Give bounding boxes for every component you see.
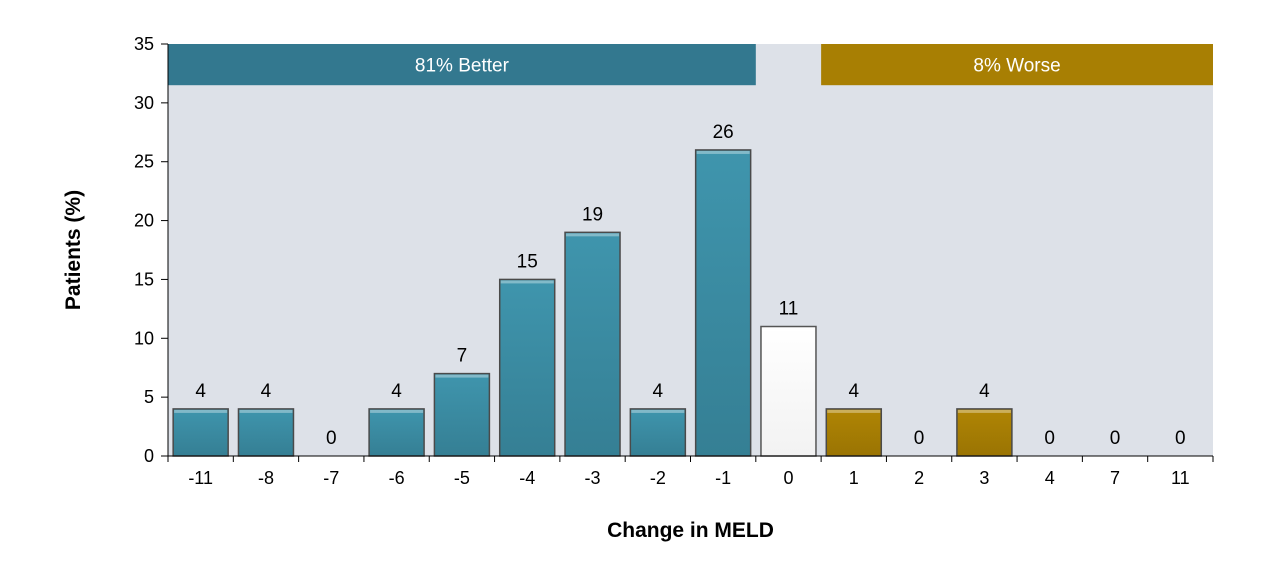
x-axis-title: Change in MELD [607, 519, 774, 542]
x-tick-label: 0 [783, 468, 793, 488]
data-label-7: 0 [1110, 428, 1121, 449]
data-label-3: 4 [979, 381, 990, 402]
banner-better [168, 44, 756, 86]
x-tick-label: 1 [849, 468, 859, 488]
bar-0 [760, 325, 817, 457]
x-tick-label: -6 [389, 468, 405, 488]
y-axis-title: Patients (%) [62, 190, 85, 310]
bar-highlight--4 [500, 280, 554, 284]
x-tick-label: -11 [188, 468, 213, 488]
y-tick-label: 0 [144, 446, 154, 466]
x-tick-label: 11 [1171, 468, 1190, 488]
y-ticks: 0 5 10 15 20 25 30 35 [134, 34, 168, 466]
data-label--11: 4 [195, 381, 206, 402]
data-label-11: 0 [1175, 428, 1186, 449]
x-tick-label: -5 [454, 468, 470, 488]
data-label--1: 26 [713, 122, 734, 143]
y-tick-label: 10 [134, 328, 154, 348]
y-tick-label: 5 [144, 387, 154, 407]
data-label--8: 4 [261, 381, 272, 402]
data-label--2: 4 [653, 381, 664, 402]
bar-highlight--8 [239, 409, 293, 413]
bar--1 [694, 149, 752, 457]
bar-3 [956, 408, 1013, 457]
bars-layer [172, 149, 1013, 457]
data-label-1: 4 [848, 381, 859, 402]
y-tick-label: 35 [134, 34, 154, 54]
bar--6 [368, 408, 425, 457]
x-tick-label: -8 [258, 468, 274, 488]
bar--2 [629, 408, 687, 457]
x-tick-label: 4 [1045, 468, 1055, 488]
x-tick-label: -7 [323, 468, 339, 488]
bar-highlight--2 [631, 409, 685, 413]
bar--4 [498, 278, 556, 457]
y-tick-label: 20 [134, 211, 154, 231]
x-tick-label: 2 [914, 468, 924, 488]
data-label-0: 11 [779, 299, 799, 320]
banner-worse-label: 8% Worse [973, 56, 1060, 77]
banner-layer: 81% Better 8% Worse [168, 44, 1213, 86]
bar-highlight--6 [370, 409, 424, 413]
bar-highlight-0 [761, 327, 815, 331]
bar--3 [564, 231, 621, 457]
bar-highlight-1 [827, 409, 881, 413]
y-tick-label: 30 [134, 93, 154, 113]
data-label--5: 7 [457, 346, 468, 367]
y-tick-label: 25 [134, 152, 154, 172]
plot-area [168, 44, 1213, 456]
bar--11 [172, 408, 229, 457]
data-label--4: 15 [517, 251, 538, 272]
banner-better-label: 81% Better [415, 56, 510, 77]
data-label-4: 0 [1044, 428, 1055, 449]
bar-highlight--5 [435, 374, 489, 378]
bar-highlight--1 [696, 150, 750, 154]
data-label--6: 4 [391, 381, 402, 402]
x-ticks: -11 -8 -7 -6 -5 -4 -3 -2 -1 0 1 2 3 4 7 11 [167, 456, 1214, 488]
x-tick-label: 7 [1110, 468, 1120, 488]
banner-worse [821, 44, 1213, 86]
bar--5 [433, 372, 491, 457]
data-label-2: 0 [914, 428, 925, 449]
data-label--7: 0 [326, 428, 337, 449]
x-tick-label: 3 [979, 468, 989, 488]
bar-1 [825, 408, 883, 457]
x-tick-label: -3 [585, 468, 601, 488]
y-tick-label: 15 [134, 269, 154, 289]
data-label--3: 19 [582, 204, 603, 225]
bar--8 [237, 408, 295, 457]
x-tick-label: -2 [650, 468, 666, 488]
bar-highlight-3 [957, 409, 1011, 413]
x-tick-label: -1 [715, 468, 731, 488]
data-labels-layer: 4 4 0 4 7 15 19 4 26 11 4 0 4 0 0 0 [195, 122, 1185, 449]
x-tick-label: -4 [519, 468, 535, 488]
bar-highlight--11 [174, 409, 228, 413]
bar-highlight--3 [566, 233, 620, 237]
